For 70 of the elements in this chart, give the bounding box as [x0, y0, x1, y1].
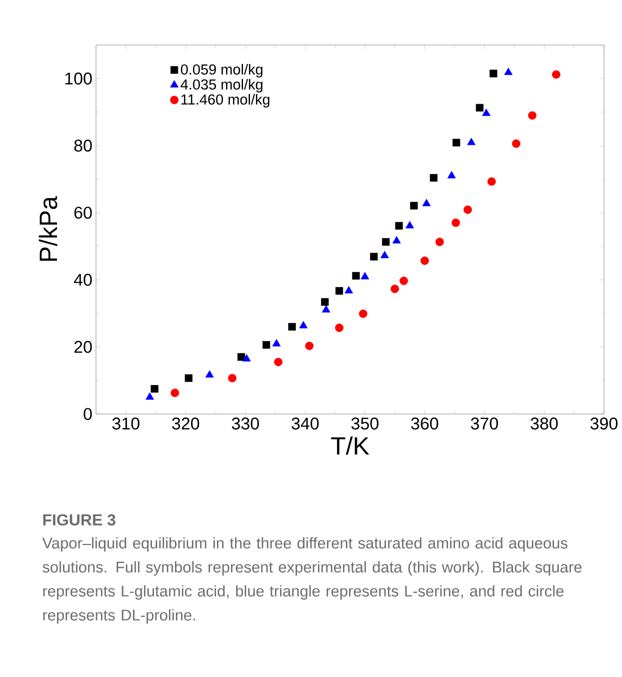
x-tick-label: 370	[471, 418, 498, 430]
x-tick-label: 320	[172, 418, 200, 430]
point	[170, 388, 180, 398]
point	[390, 284, 400, 294]
point	[272, 339, 281, 346]
y-tick-label: 80	[74, 140, 92, 152]
point	[344, 286, 354, 294]
point	[410, 202, 418, 210]
point	[476, 104, 484, 112]
point	[288, 322, 296, 331]
point	[361, 272, 370, 280]
x-tick-label: 390	[590, 418, 618, 430]
point	[185, 374, 193, 382]
point	[528, 111, 537, 120]
point	[321, 298, 329, 306]
point	[482, 108, 491, 116]
point	[305, 342, 314, 350]
y-tick-label: 0	[84, 408, 92, 420]
point	[512, 139, 521, 148]
point	[335, 324, 344, 332]
point	[430, 174, 438, 182]
point	[395, 222, 404, 230]
legend-label: 4.035 mol/kg	[180, 78, 263, 92]
point	[448, 171, 456, 178]
y-tick-label: 20	[74, 340, 92, 353]
x-tick-label: 330	[232, 418, 260, 430]
point	[146, 392, 154, 400]
point	[436, 238, 444, 246]
point	[552, 70, 561, 79]
point	[452, 138, 460, 146]
point	[380, 250, 390, 258]
point	[151, 385, 159, 393]
point	[422, 198, 431, 206]
point	[490, 70, 498, 78]
y-tick-label: 40	[74, 274, 92, 286]
x-tick-label: 310	[112, 418, 140, 430]
point	[370, 252, 378, 260]
point	[452, 218, 460, 227]
x-tick-label: 380	[530, 418, 558, 430]
point	[336, 287, 344, 295]
x-axis-title: T/K	[331, 436, 370, 455]
point	[504, 68, 513, 76]
point	[299, 320, 308, 328]
point	[322, 305, 331, 313]
legend-label: 11.460 mol/kg	[182, 94, 270, 108]
point	[464, 206, 472, 214]
point	[242, 354, 252, 362]
point	[392, 236, 402, 244]
point	[359, 309, 368, 318]
x-tick-label: 360	[411, 418, 438, 430]
point	[488, 177, 496, 186]
point	[262, 341, 270, 349]
point	[420, 256, 430, 265]
point	[228, 374, 237, 382]
x-tick-label: 340	[292, 418, 319, 430]
y-tick-label: 100	[66, 72, 92, 85]
caption: FIGURE 3	[44, 514, 116, 526]
y-tick-label: 60	[74, 206, 92, 219]
y-axis-title: P/kPa	[39, 196, 58, 261]
point	[400, 276, 408, 286]
point	[274, 358, 283, 366]
point	[406, 221, 414, 228]
text: Vapor–liquid equilibrium in the three different saturated amino acid aqueous solutions. Full symbols represent experimental data (this work). Black square represents L-glutamic acid, blue triangle represents L-serine, and red circle represents DL-proline.	[42, 537, 582, 624]
point	[352, 272, 360, 280]
legend-label: 0.059 mol/kg	[181, 64, 263, 78]
point	[206, 370, 214, 378]
point	[238, 353, 246, 361]
point	[382, 238, 390, 246]
x-tick-label: 350	[352, 418, 379, 430]
point	[467, 138, 476, 146]
